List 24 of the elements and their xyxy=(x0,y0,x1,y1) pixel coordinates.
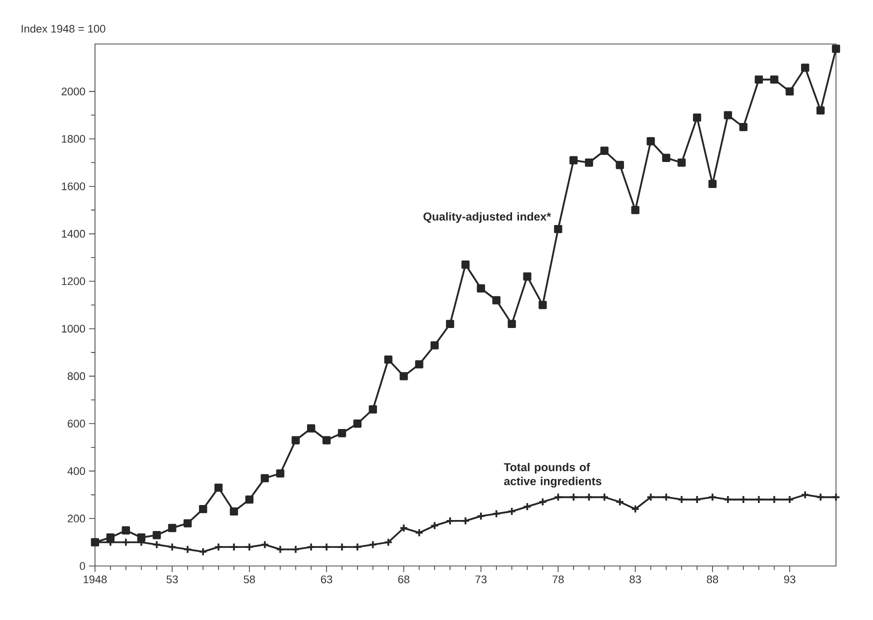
y-tick-label: 1800 xyxy=(62,135,86,143)
x-tick-label: 73 xyxy=(475,576,487,584)
y-tick-label: 1000 xyxy=(62,324,86,333)
series-label: Total pounds of active ingredients xyxy=(504,462,602,488)
y-tick-label: 1600 xyxy=(62,182,86,190)
y-tick-label: 2000 xyxy=(62,88,86,96)
x-tick-label: 88 xyxy=(706,576,718,584)
x-tick-label: 78 xyxy=(552,576,564,584)
y-tick-label: 600 xyxy=(68,420,86,428)
x-tick-label: 93 xyxy=(784,576,796,584)
x-tick-label: 58 xyxy=(244,576,255,584)
y-tick-label: 200 xyxy=(68,514,86,522)
y-tick-label: 1400 xyxy=(62,230,86,238)
x-tick-label: 63 xyxy=(321,576,332,584)
x-tick-label: 83 xyxy=(630,576,641,584)
x-tick-label: 53 xyxy=(166,576,178,584)
series-label: Quality-adjusted index* xyxy=(424,212,552,223)
x-tick-label: 1948 xyxy=(84,576,107,584)
y-tick-label: 0 xyxy=(80,562,86,570)
x-tick-label: 68 xyxy=(398,576,410,584)
y-tick-label: 400 xyxy=(67,467,86,475)
y-tick-label: 1200 xyxy=(62,277,86,286)
y-axis-title: Index 1948 = 100 xyxy=(22,24,106,33)
y-tick-label: 800 xyxy=(68,372,86,380)
